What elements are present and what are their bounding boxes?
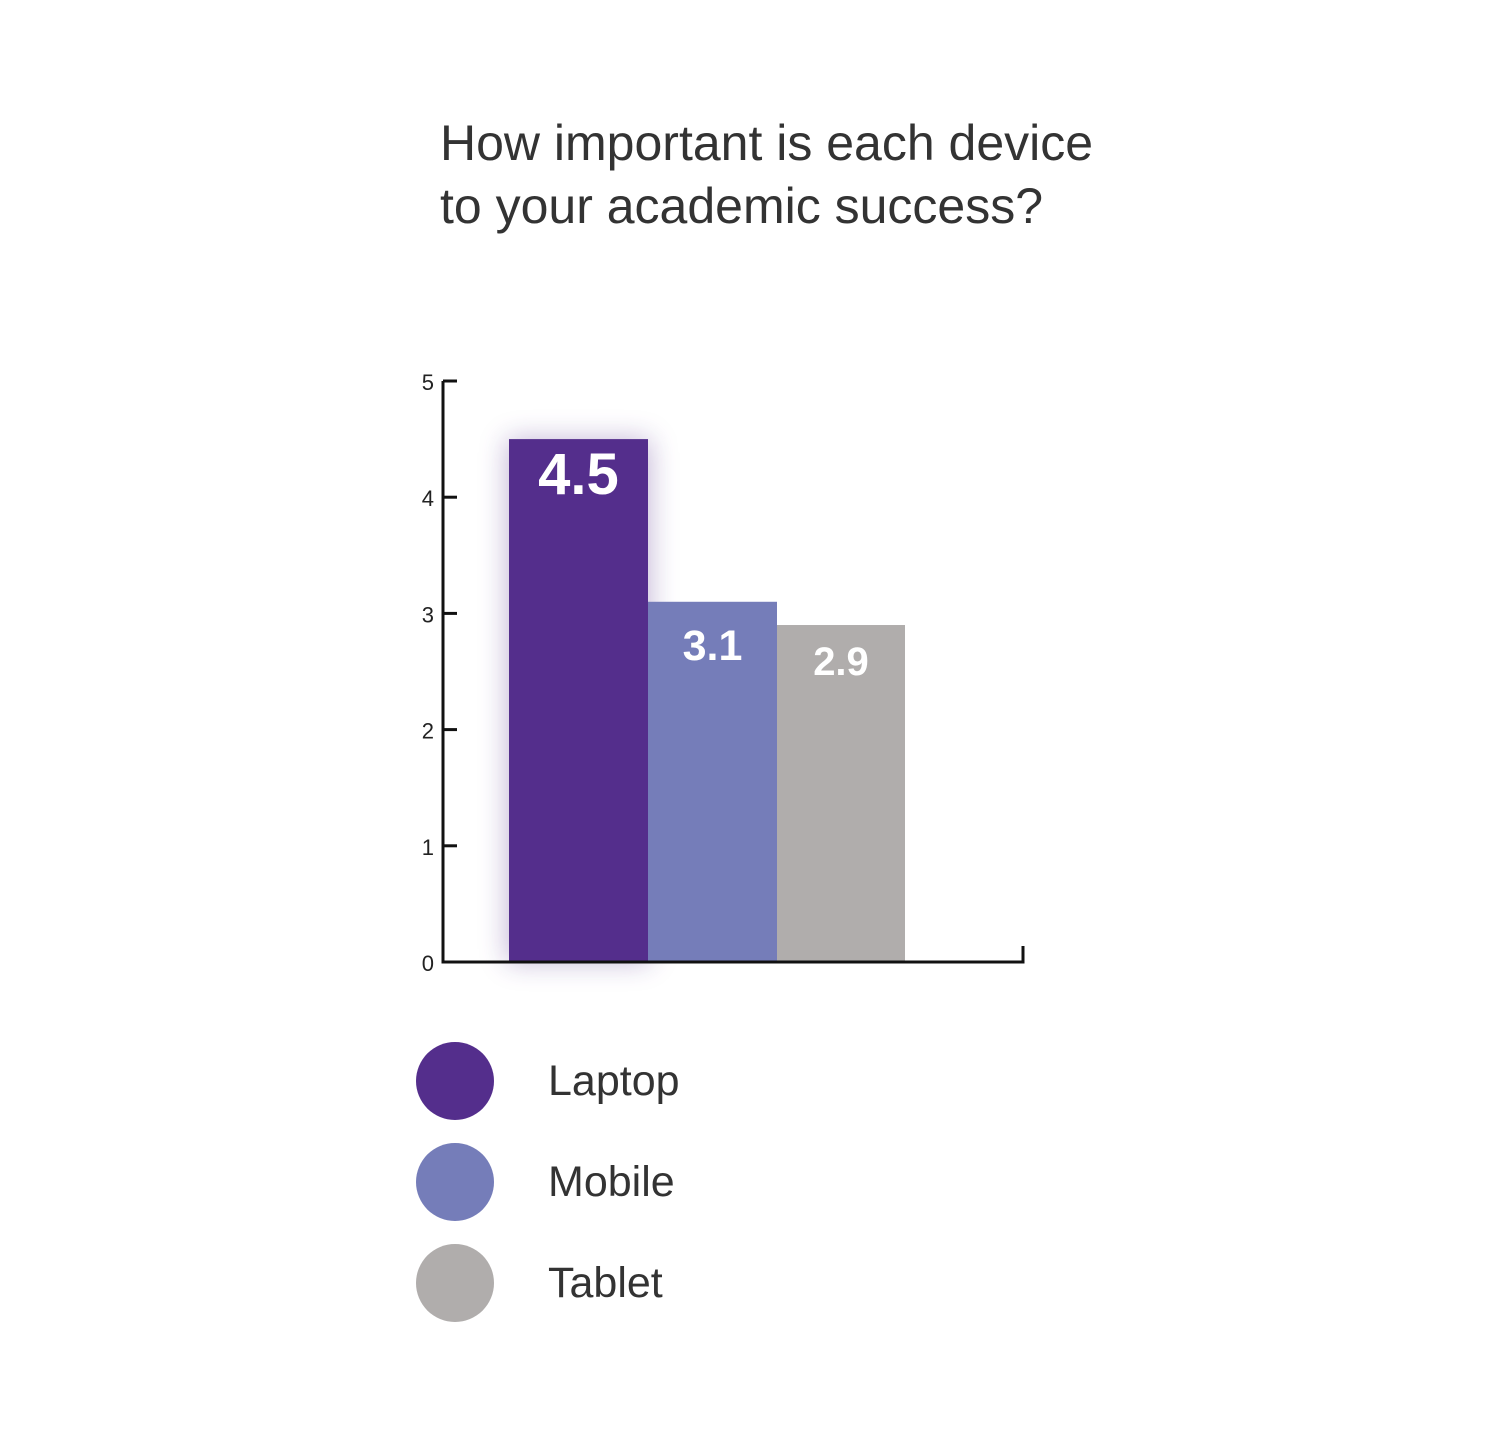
legend-swatch-tablet (416, 1244, 494, 1322)
chart-title: How important is each device to your aca… (440, 112, 1200, 238)
data-label-laptop: 4.5 (538, 442, 619, 507)
bar-laptop (509, 439, 648, 963)
data-label-tablet: 2.9 (813, 640, 869, 684)
legend-swatch-mobile (416, 1143, 494, 1221)
y-tick-label-4: 4 (422, 486, 434, 511)
legend-label-laptop: Laptop (548, 1057, 680, 1105)
y-tick-label-5: 5 (422, 370, 434, 395)
value-labels-layer: 4.5 3.1 2.9 (538, 442, 869, 684)
bars-layer (507, 439, 905, 963)
legend-swatch-laptop (416, 1042, 494, 1120)
bar-tablet (777, 625, 905, 962)
data-label-mobile: 3.1 (683, 622, 743, 670)
legend-label-mobile: Mobile (548, 1158, 675, 1206)
chart-title-line-1: How important is each device (440, 115, 1094, 171)
chart-title-line-2: to your academic success? (440, 178, 1044, 234)
y-tick-label-3: 3 (422, 602, 434, 627)
axes-layer: 0 1 2 3 4 5 (422, 370, 1025, 976)
bar-mobile (648, 601, 777, 962)
bar-chart: 0 1 2 3 4 5 4.5 3.1 2.9 (422, 370, 1025, 976)
y-tick-label-1: 1 (422, 835, 434, 860)
y-tick-label-2: 2 (422, 719, 434, 744)
legend-label-tablet: Tablet (548, 1259, 663, 1307)
y-tick-label-0: 0 (422, 951, 434, 976)
